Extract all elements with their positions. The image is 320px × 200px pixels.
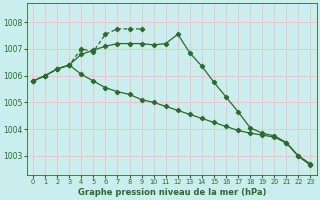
X-axis label: Graphe pression niveau de la mer (hPa): Graphe pression niveau de la mer (hPa)	[77, 188, 266, 197]
